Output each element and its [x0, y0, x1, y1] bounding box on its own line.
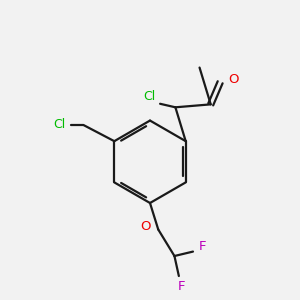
Text: Cl: Cl — [144, 90, 156, 103]
Text: Cl: Cl — [54, 118, 66, 131]
Text: O: O — [228, 73, 238, 86]
Text: F: F — [178, 280, 185, 292]
Text: O: O — [141, 220, 151, 233]
Text: F: F — [199, 240, 206, 253]
